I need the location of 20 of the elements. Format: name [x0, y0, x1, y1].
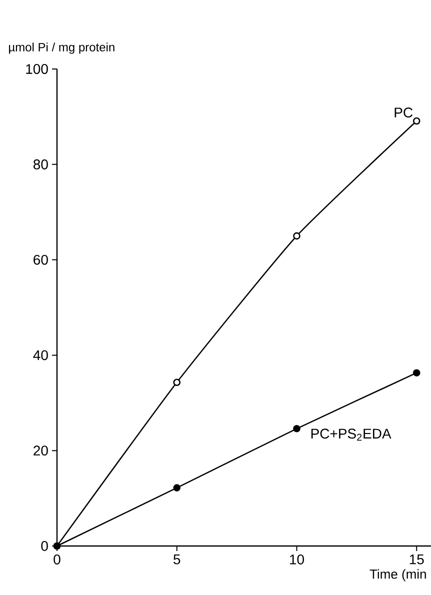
y-tick-label: 80	[34, 159, 48, 170]
x-tick-label: 5	[174, 554, 180, 564]
x-tick-label: 10	[290, 554, 304, 564]
point	[173, 378, 181, 386]
point	[412, 369, 420, 376]
point	[412, 117, 420, 125]
point	[293, 425, 300, 432]
point	[293, 232, 300, 240]
y-tick-label: 100	[26, 64, 48, 74]
point	[173, 484, 181, 492]
x-tick-label: 15	[410, 554, 424, 564]
series-label: PC	[394, 108, 413, 118]
y-tick-label: 40	[33, 350, 48, 360]
x-tick-label: 0	[54, 554, 60, 564]
y-tick-label: 60	[34, 254, 48, 265]
y-axis-title: µmol Pi / mg protein	[9, 42, 114, 54]
y-tick-label: 20	[34, 446, 48, 456]
x-axis-title: Time (min	[370, 569, 426, 582]
series-label: PC+PS$_{2}$EDA	[311, 428, 392, 441]
y-tick-label: 0	[41, 541, 48, 551]
